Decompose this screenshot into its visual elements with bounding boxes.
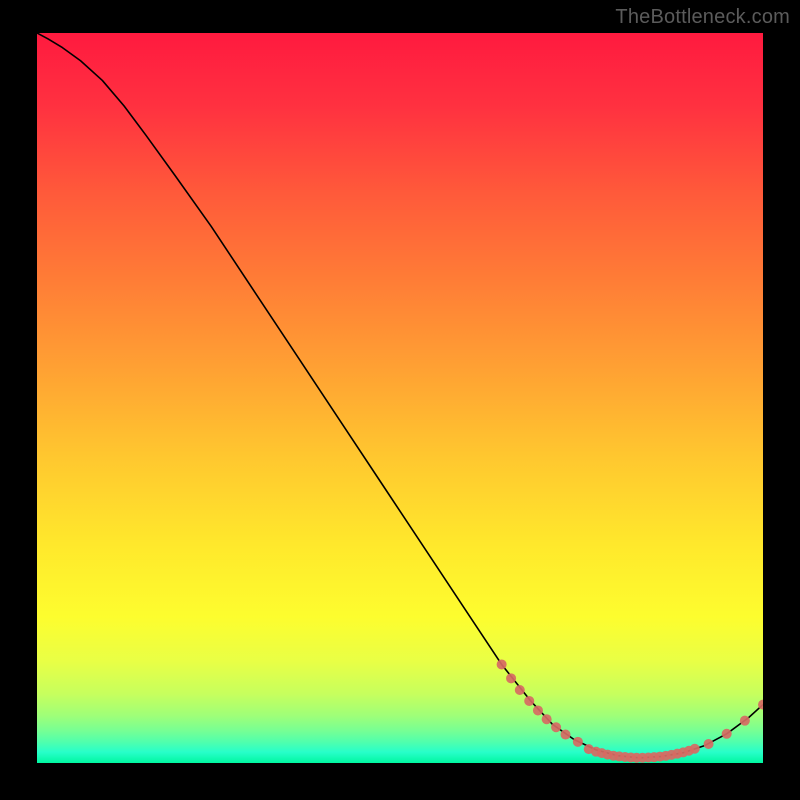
data-marker [722, 729, 732, 739]
plot-area [37, 33, 763, 763]
data-marker [497, 659, 507, 669]
chart-frame: TheBottleneck.com [0, 0, 800, 800]
data-marker [561, 730, 571, 740]
data-marker [740, 716, 750, 726]
gradient-background [37, 33, 763, 763]
data-marker [690, 744, 700, 754]
data-marker [506, 673, 516, 683]
data-marker [551, 722, 561, 732]
plot-svg [37, 33, 763, 763]
watermark-text: TheBottleneck.com [615, 6, 790, 29]
data-marker [573, 737, 583, 747]
data-marker [704, 739, 714, 749]
data-marker [542, 714, 552, 724]
data-marker [533, 705, 543, 715]
data-marker [524, 696, 534, 706]
data-marker [515, 685, 525, 695]
